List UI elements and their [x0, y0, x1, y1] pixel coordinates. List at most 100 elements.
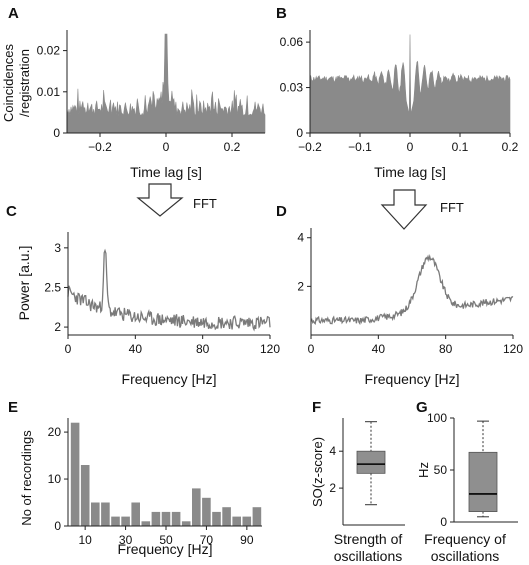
x-tick-label: 0 [65, 342, 72, 356]
y-tick-label: 2.5 [44, 280, 61, 294]
x-tick-label: −0.1 [348, 140, 372, 154]
panel-e-bar [161, 511, 171, 526]
x-tick-label: 0.2 [224, 140, 241, 154]
fft-arrow-right [380, 189, 428, 230]
panel-e-bar [212, 511, 221, 526]
x-tick-label: 0 [407, 140, 414, 154]
x-tick-label: 80 [196, 342, 210, 356]
y-tick-label: 100 [427, 411, 447, 425]
panel-e-bar [192, 488, 201, 526]
panel-b-area [309, 34, 511, 134]
panel-label-d: D [276, 203, 287, 220]
panel-g-ylabel: Hz [416, 462, 431, 478]
panel-e-bar [131, 502, 140, 526]
panel-c-chart: 0 40 80 120 2 2.5 3 Frequency [Hz] Power [a.u.… [16, 232, 280, 387]
panel-f-chart: 2 4 SO(z-score) Strength of oscillations [310, 418, 405, 564]
panel-c-xlabel: Frequency [Hz] [122, 371, 217, 387]
panel-e-bar [111, 516, 120, 526]
panel-c-spectrum [67, 248, 271, 332]
panel-c-ylabel: Power [a.u.] [16, 246, 32, 321]
panel-a-ylabel-line1: Coincidences [1, 43, 16, 122]
y-tick-label: 0 [53, 126, 60, 140]
y-tick-label: 4 [329, 444, 336, 458]
x-tick-label: 0.2 [502, 140, 519, 154]
panel-f-ylabel: SO(z-score) [310, 437, 325, 507]
x-tick-label: 40 [129, 342, 143, 356]
panel-g-xlabel-line1: Frequency of [424, 531, 506, 547]
x-tick-label: 30 [119, 533, 133, 547]
panel-e-xlabel: Frequency [Hz] [118, 541, 213, 557]
panel-a-ylabel-line2: /registration [17, 49, 32, 117]
panel-a-area [66, 33, 266, 134]
y-tick-label: 0.02 [37, 44, 61, 58]
x-tick-label: 0 [163, 140, 170, 154]
y-tick-label: 2 [329, 481, 336, 495]
x-tick-label: 10 [78, 533, 92, 547]
panel-f-xlabel-line2: oscillations [334, 548, 402, 564]
panel-e-bar [252, 507, 262, 526]
x-tick-label: 0.1 [452, 140, 469, 154]
fft-label-left: FFT [193, 196, 217, 211]
panel-g-chart: 0 50 100 Hz Frequency of oscillations [416, 411, 518, 564]
panel-g-xlabel-line2: oscillations [431, 548, 499, 564]
g-box [468, 451, 498, 513]
panel-e-ylabel: No of recordings [19, 430, 34, 526]
panel-d-line [310, 253, 514, 326]
fft-label-right: FFT [440, 200, 464, 215]
x-tick-label: 50 [159, 533, 173, 547]
y-tick-label: 10 [48, 472, 62, 486]
f-box [356, 450, 386, 474]
x-tick-label: −0.2 [298, 140, 322, 154]
x-tick-label: 80 [439, 342, 453, 356]
panel-c-line [67, 248, 271, 332]
x-tick-label: 120 [503, 342, 523, 356]
panel-label-e: E [8, 399, 18, 416]
panel-e-bar [202, 497, 211, 526]
y-tick-label: 0.03 [280, 81, 304, 95]
y-tick-label: 3 [54, 241, 61, 255]
panel-d-chart: 0 40 80 120 2 4 Frequency [Hz] [297, 228, 523, 387]
y-tick-label: 0 [296, 126, 303, 140]
x-tick-label: 70 [200, 533, 214, 547]
panel-label-g: G [416, 399, 428, 416]
y-tick-label: 4 [297, 231, 304, 245]
panel-e-bar [222, 507, 231, 526]
panel-b-chart: −0.2 −0.1 0 0.1 0.2 0 0.03 0.06 Time lag [s] [280, 30, 519, 180]
panel-f-boxplot [356, 421, 386, 506]
x-tick-label: −0.2 [88, 140, 112, 154]
y-tick-label: 0.06 [280, 35, 304, 49]
y-tick-label: 2 [54, 320, 61, 334]
y-tick-label: 0 [54, 519, 61, 533]
panel-e-bar [151, 511, 161, 526]
panel-b-histogram [309, 34, 511, 134]
panel-f-xlabel-line1: Strength of [334, 531, 403, 547]
panel-a-chart: −0.2 0 0.2 0 0.01 0.02 Time lag [s] Coinciden… [1, 30, 266, 180]
fft-arrow-left [136, 183, 184, 217]
panel-g-boxplot [468, 420, 498, 518]
panel-e-bar [91, 502, 100, 526]
panel-e-chart: 10 30 50 70 90 0 10 20 Frequency [Hz] No of rec… [19, 418, 262, 557]
panel-e-bar [121, 516, 130, 526]
panel-a-histogram [66, 33, 266, 134]
panel-e-bars [70, 422, 262, 526]
x-tick-label: 90 [240, 533, 254, 547]
panel-label-a: A [8, 5, 19, 22]
x-tick-label: 0 [308, 342, 315, 356]
panel-a-xlabel: Time lag [s] [130, 164, 202, 180]
y-tick-label: 50 [434, 463, 448, 477]
x-tick-label: 120 [260, 342, 280, 356]
panel-label-b: B [276, 5, 287, 22]
x-tick-label: 40 [372, 342, 386, 356]
panel-e-bar [141, 521, 151, 526]
panel-d-spectrum [310, 253, 514, 326]
y-tick-label: 0 [440, 515, 447, 529]
panel-label-f: F [312, 399, 321, 416]
panel-e-bar [242, 516, 252, 526]
panel-e-bar [101, 502, 110, 526]
panel-label-c: C [6, 203, 17, 220]
panel-e-bar [171, 511, 181, 526]
panel-d-xlabel: Frequency [Hz] [365, 371, 460, 387]
panel-e-bar [181, 521, 191, 526]
y-tick-label: 0.01 [37, 85, 61, 99]
